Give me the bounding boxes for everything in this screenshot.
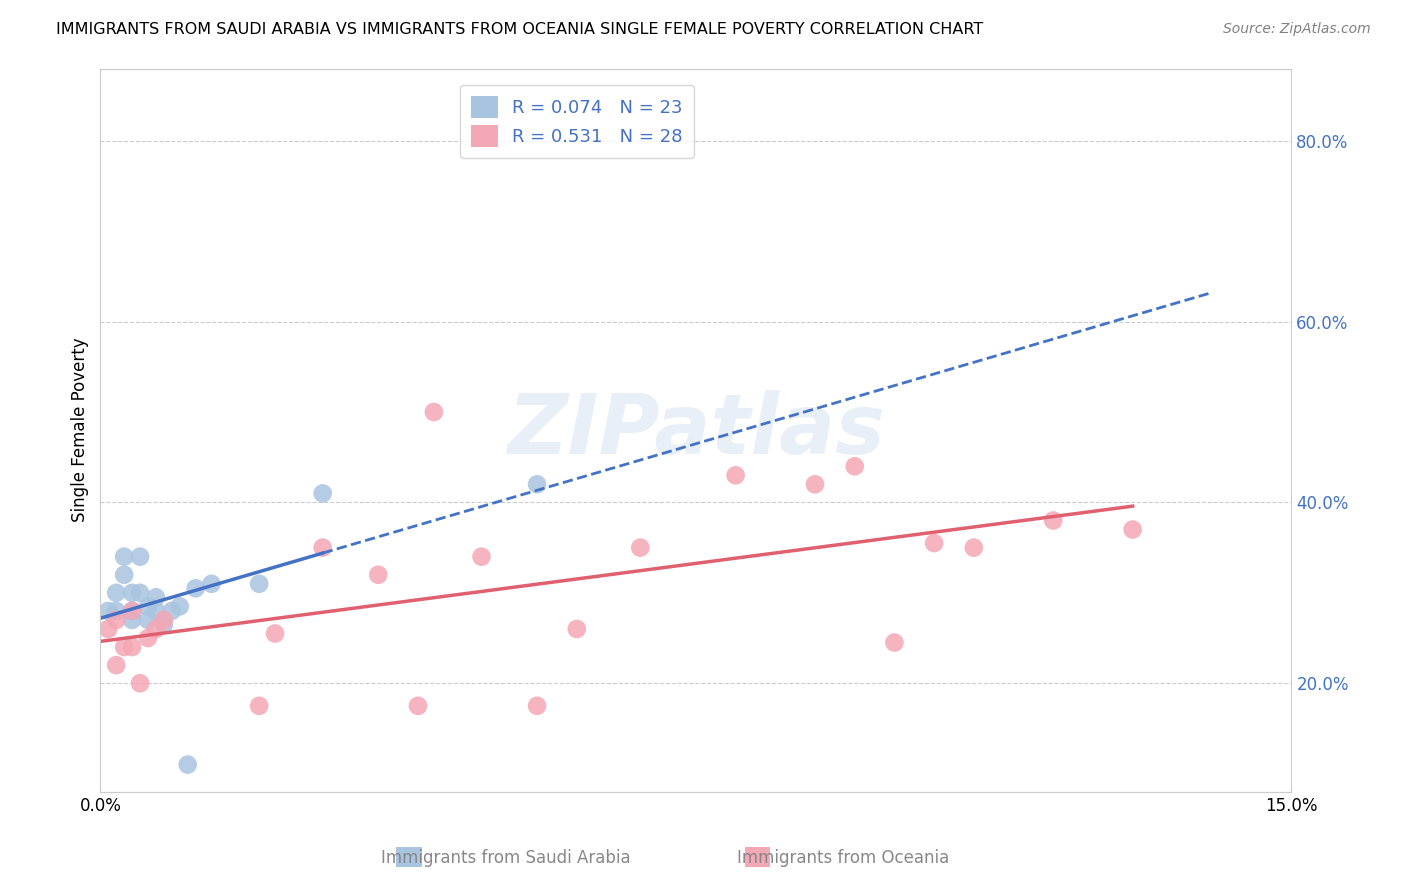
Point <box>470 549 492 564</box>
Point <box>883 635 905 649</box>
Point <box>264 626 287 640</box>
Point <box>423 405 446 419</box>
Point <box>112 567 135 582</box>
Point <box>1042 514 1064 528</box>
Point <box>176 757 198 772</box>
Point <box>112 549 135 564</box>
Point <box>526 698 548 713</box>
Text: Source: ZipAtlas.com: Source: ZipAtlas.com <box>1223 22 1371 37</box>
Point <box>145 604 167 618</box>
Point <box>526 477 548 491</box>
Text: ZIPatlas: ZIPatlas <box>508 390 884 471</box>
Point <box>97 622 120 636</box>
Point <box>724 468 747 483</box>
Text: Immigrants from Saudi Arabia: Immigrants from Saudi Arabia <box>381 849 631 867</box>
Text: IMMIGRANTS FROM SAUDI ARABIA VS IMMIGRANTS FROM OCEANIA SINGLE FEMALE POVERTY CO: IMMIGRANTS FROM SAUDI ARABIA VS IMMIGRAN… <box>56 22 983 37</box>
Point <box>129 586 152 600</box>
Point <box>121 604 143 618</box>
Point <box>121 586 143 600</box>
Point <box>145 591 167 605</box>
Point <box>105 613 128 627</box>
Point <box>136 599 159 614</box>
Point <box>145 622 167 636</box>
Point <box>105 658 128 673</box>
Point <box>105 586 128 600</box>
Point <box>406 698 429 713</box>
Point <box>160 604 183 618</box>
Point <box>121 640 143 654</box>
Point <box>200 576 222 591</box>
Point <box>153 617 176 632</box>
Point <box>112 640 135 654</box>
Point <box>565 622 588 636</box>
Point <box>628 541 651 555</box>
Point <box>153 613 176 627</box>
Legend: R = 0.074   N = 23, R = 0.531   N = 28: R = 0.074 N = 23, R = 0.531 N = 28 <box>460 85 693 158</box>
Point <box>129 676 152 690</box>
Point <box>129 549 152 564</box>
Point <box>136 613 159 627</box>
Point <box>105 604 128 618</box>
Point <box>247 576 270 591</box>
Point <box>312 486 335 500</box>
Point <box>184 582 207 596</box>
Point <box>367 567 389 582</box>
Point <box>312 541 335 555</box>
Point <box>169 599 191 614</box>
Point <box>97 604 120 618</box>
Point <box>121 604 143 618</box>
Point <box>136 631 159 645</box>
Point <box>844 459 866 474</box>
Point <box>121 613 143 627</box>
Point <box>247 698 270 713</box>
Y-axis label: Single Female Poverty: Single Female Poverty <box>72 338 89 523</box>
Point <box>963 541 986 555</box>
Text: Immigrants from Oceania: Immigrants from Oceania <box>738 849 949 867</box>
Point <box>1122 523 1144 537</box>
Point <box>922 536 945 550</box>
Point <box>804 477 827 491</box>
